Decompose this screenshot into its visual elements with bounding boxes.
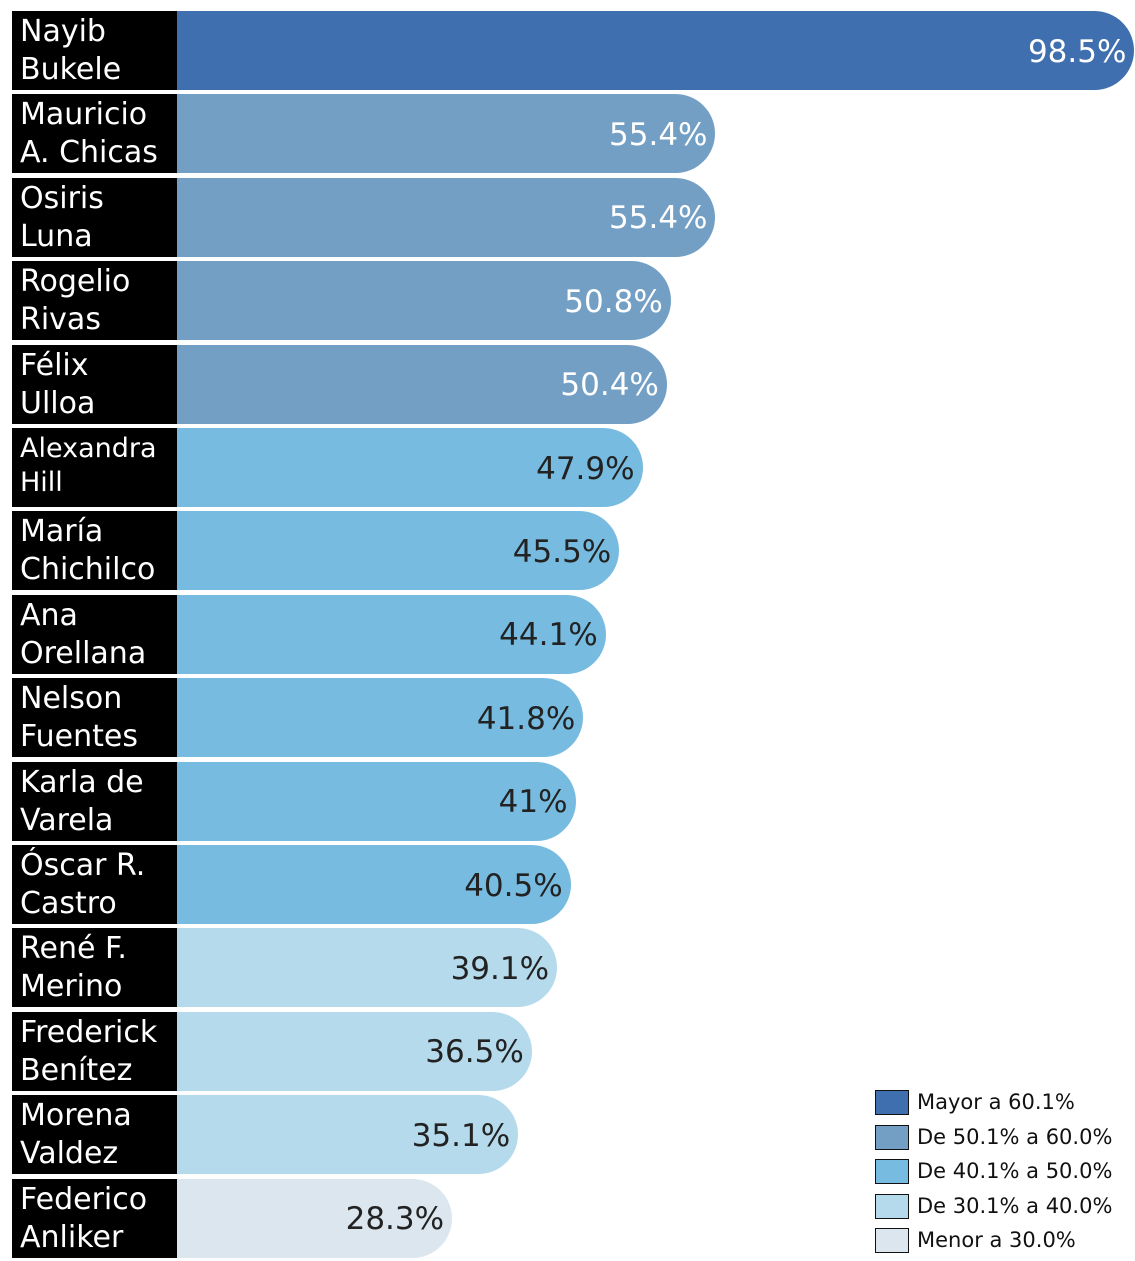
bar bbox=[177, 428, 643, 507]
legend-label: De 40.1% a 50.0% bbox=[917, 1159, 1113, 1183]
category-label-line: Félix bbox=[20, 347, 89, 383]
category-label-line: Federico bbox=[20, 1181, 148, 1217]
data-label: 35.1% bbox=[411, 1117, 511, 1154]
category-label-line: Ulloa bbox=[20, 385, 96, 421]
data-label: 36.5% bbox=[425, 1034, 524, 1071]
category-label: Alexandra Hill bbox=[12, 428, 177, 507]
legend-item: Menor a 30.0% bbox=[875, 1226, 1135, 1261]
legend-swatch bbox=[875, 1193, 909, 1219]
bar bbox=[177, 344, 667, 424]
bar bbox=[177, 1095, 519, 1175]
category-label-line: Fuentes bbox=[20, 719, 138, 755]
category-label-line: René F. bbox=[20, 931, 127, 967]
legend-item: De 30.1% a 40.0% bbox=[875, 1192, 1135, 1227]
category-label-line: Ana bbox=[20, 597, 78, 633]
bar bbox=[177, 511, 620, 591]
category-label-line: Rogelio bbox=[20, 264, 131, 300]
category-label-line: A. Chicas bbox=[20, 135, 158, 171]
bar bbox=[177, 928, 558, 1008]
data-label: 39.1% bbox=[450, 950, 550, 987]
legend-label: De 50.1% a 60.0% bbox=[917, 1124, 1113, 1149]
bar bbox=[177, 11, 1135, 90]
legend-item: De 40.1% a 50.0% bbox=[875, 1157, 1135, 1192]
data-label: 98.5% bbox=[1027, 33, 1127, 70]
category-label-line: Morena bbox=[20, 1098, 132, 1134]
bar bbox=[177, 261, 671, 341]
category-label-line: Castro bbox=[20, 886, 117, 921]
category-label: Frederick Benítez bbox=[12, 1011, 177, 1091]
category-label-line: Luna bbox=[20, 218, 93, 254]
category-label-line: Nelson bbox=[20, 681, 123, 717]
category-label-line: Benítez bbox=[20, 1052, 133, 1088]
data-label: 44.1% bbox=[499, 617, 598, 654]
bar bbox=[177, 761, 576, 841]
data-label: 41.8% bbox=[476, 700, 576, 737]
category-label-line: María bbox=[20, 514, 104, 550]
category-label: Nayib Bukele bbox=[12, 11, 177, 90]
bar bbox=[177, 845, 571, 924]
category-label-line: Chichilco bbox=[20, 552, 156, 588]
category-label-line: Óscar R. bbox=[20, 848, 146, 883]
category-label: Karla de Varela bbox=[12, 761, 177, 841]
bar bbox=[177, 94, 716, 174]
category-label-line: Nayib bbox=[20, 14, 106, 49]
category-label: Osiris Luna bbox=[12, 177, 177, 257]
legend-item: De 50.1% a 60.0% bbox=[875, 1123, 1135, 1158]
legend-swatch bbox=[875, 1228, 909, 1253]
category-label-line: Frederick bbox=[20, 1014, 158, 1050]
data-label: 55.4% bbox=[609, 116, 708, 153]
category-label-line: Bukele bbox=[20, 52, 122, 87]
category-label-line: Mauricio bbox=[20, 97, 148, 133]
category-label: René F. Merino bbox=[12, 928, 177, 1008]
bar bbox=[177, 1011, 532, 1091]
category-label: Rogelio Rivas bbox=[12, 261, 177, 341]
data-label: 40.5% bbox=[464, 867, 563, 904]
data-label: 45.5% bbox=[512, 533, 612, 570]
category-label: Félix Ulloa bbox=[12, 344, 177, 424]
data-label: 47.9% bbox=[536, 450, 635, 487]
legend-item: Mayor a 60.1% bbox=[875, 1088, 1135, 1123]
bar bbox=[177, 678, 584, 758]
legend-label: Menor a 30.0% bbox=[917, 1228, 1076, 1252]
category-label-line: Osiris bbox=[20, 180, 104, 216]
data-label: 50.8% bbox=[564, 283, 663, 320]
category-label-line: Valdez bbox=[20, 1136, 119, 1172]
bar bbox=[177, 594, 606, 674]
data-label: 28.3% bbox=[345, 1201, 445, 1238]
legend-swatch bbox=[875, 1090, 909, 1115]
legend-swatch bbox=[875, 1124, 909, 1150]
category-label: Morena Valdez bbox=[12, 1095, 177, 1175]
bar bbox=[177, 177, 716, 257]
category-label-line: Hill bbox=[20, 467, 63, 498]
category-label: Federico Anliker bbox=[12, 1178, 177, 1258]
category-label-line: Orellana bbox=[20, 635, 147, 671]
category-label: María Chichilco bbox=[12, 511, 177, 591]
category-label-line: Varela bbox=[20, 802, 114, 838]
category-label-line: Karla de bbox=[20, 764, 144, 800]
legend-label: Mayor a 60.1% bbox=[917, 1090, 1075, 1114]
category-label: Ana Orellana bbox=[12, 594, 177, 674]
data-label: 41% bbox=[498, 784, 568, 821]
legend-swatch bbox=[875, 1159, 909, 1184]
data-label: 50.4% bbox=[560, 367, 659, 404]
legend: Mayor a 60.1% De 50.1% a 60.0% De 40.1% a … bbox=[875, 1088, 1135, 1261]
bar bbox=[177, 1178, 453, 1258]
category-label: Óscar R. Castro bbox=[12, 845, 177, 924]
category-label: Nelson Fuentes bbox=[12, 678, 177, 758]
legend-label: De 30.1% a 40.0% bbox=[917, 1193, 1113, 1218]
category-label: Mauricio A. Chicas bbox=[12, 94, 177, 174]
category-label-line: Rivas bbox=[20, 302, 101, 338]
category-label-line: Alexandra bbox=[20, 433, 157, 464]
data-label: 55.4% bbox=[609, 200, 708, 237]
category-label-line: Anliker bbox=[20, 1219, 124, 1255]
category-label-line: Merino bbox=[20, 969, 123, 1005]
